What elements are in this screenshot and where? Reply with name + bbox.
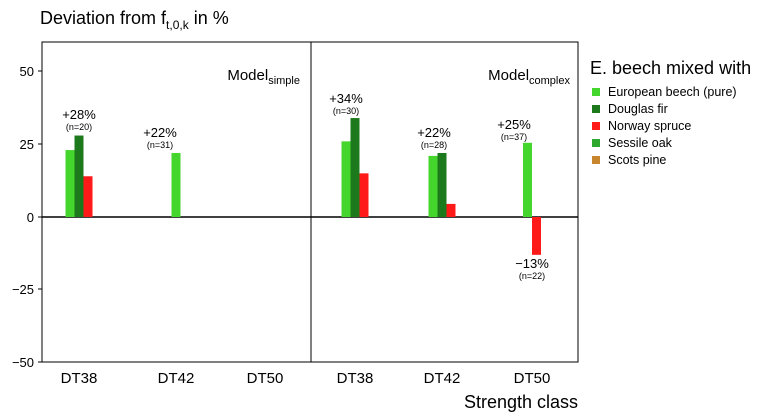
bar bbox=[446, 203, 456, 217]
bar bbox=[523, 142, 532, 217]
data-label: +28% bbox=[62, 107, 96, 122]
y-axis: 50 25 0 −25 −50 bbox=[12, 64, 42, 370]
legend-swatch bbox=[592, 121, 600, 130]
n-label: (n=37) bbox=[501, 132, 527, 142]
x-tick-label: DT42 bbox=[424, 370, 461, 387]
panel-title-simple: Modelsimple bbox=[227, 67, 300, 87]
data-label-negative: −13% bbox=[515, 256, 549, 271]
n-label: (n=20) bbox=[66, 122, 92, 132]
legend-item: European beech (pure) bbox=[590, 83, 751, 100]
legend-label: Scots pine bbox=[608, 152, 667, 167]
x-tick-label: DT50 bbox=[247, 370, 284, 387]
x-axis: DT38 DT42 DT50 DT38 DT42 DT50 Strength c… bbox=[61, 370, 578, 412]
legend-item: Norway spruce bbox=[590, 117, 751, 134]
bar bbox=[428, 155, 438, 217]
y-tick-label: 50 bbox=[20, 64, 34, 79]
bar bbox=[65, 150, 75, 217]
n-label: (n=31) bbox=[147, 140, 173, 150]
y-tick-label: 0 bbox=[27, 210, 34, 225]
legend-title: E. beech mixed with bbox=[590, 58, 752, 78]
legend-item: Sessile oak bbox=[590, 134, 751, 151]
data-label: +25% bbox=[497, 117, 531, 132]
bar bbox=[341, 141, 351, 217]
bar bbox=[532, 217, 541, 255]
n-label: (n=30) bbox=[333, 106, 359, 116]
legend-swatch bbox=[592, 87, 600, 96]
x-tick-label: DT38 bbox=[337, 370, 374, 387]
y-tick-label: −50 bbox=[12, 355, 34, 370]
plot-frame bbox=[41, 41, 579, 363]
bar bbox=[74, 135, 84, 217]
data-label: +34% bbox=[329, 91, 363, 106]
bars bbox=[65, 118, 541, 255]
data-label: +22% bbox=[143, 125, 177, 140]
x-tick-label: DT50 bbox=[514, 370, 551, 387]
bar bbox=[350, 118, 360, 217]
legend-label: Norway spruce bbox=[608, 118, 692, 133]
x-axis-title: Strength class bbox=[464, 392, 578, 412]
bar bbox=[171, 152, 181, 217]
legend-label: Douglas fir bbox=[608, 101, 668, 116]
x-tick-label: DT42 bbox=[158, 370, 195, 387]
legend-swatch bbox=[592, 138, 600, 147]
x-tick-label: DT38 bbox=[61, 370, 98, 387]
panel-title-complex: Modelcomplex bbox=[488, 67, 570, 87]
legend-item: Douglas fir bbox=[590, 100, 751, 117]
legend-swatch bbox=[592, 155, 600, 164]
legend-item: Scots pine bbox=[590, 151, 751, 168]
bar bbox=[83, 176, 93, 217]
bar bbox=[359, 173, 369, 217]
legend-label: European beech (pure) bbox=[608, 84, 737, 99]
n-label-negative: (n=22) bbox=[519, 271, 545, 281]
legend-label: Sessile oak bbox=[608, 135, 672, 150]
y-tick-label: −25 bbox=[12, 282, 34, 297]
legend: E. beech mixed with European beech (pure… bbox=[590, 58, 751, 168]
annotations: +28% (n=20) +22% (n=31) +34% (n=30) +22%… bbox=[62, 91, 549, 281]
n-label: (n=28) bbox=[421, 140, 447, 150]
data-label: +22% bbox=[417, 125, 451, 140]
bar bbox=[437, 152, 447, 217]
chart-title: Deviation from ft,0,k in % bbox=[40, 8, 229, 32]
y-tick-label: 25 bbox=[20, 137, 34, 152]
legend-swatch bbox=[592, 104, 600, 113]
